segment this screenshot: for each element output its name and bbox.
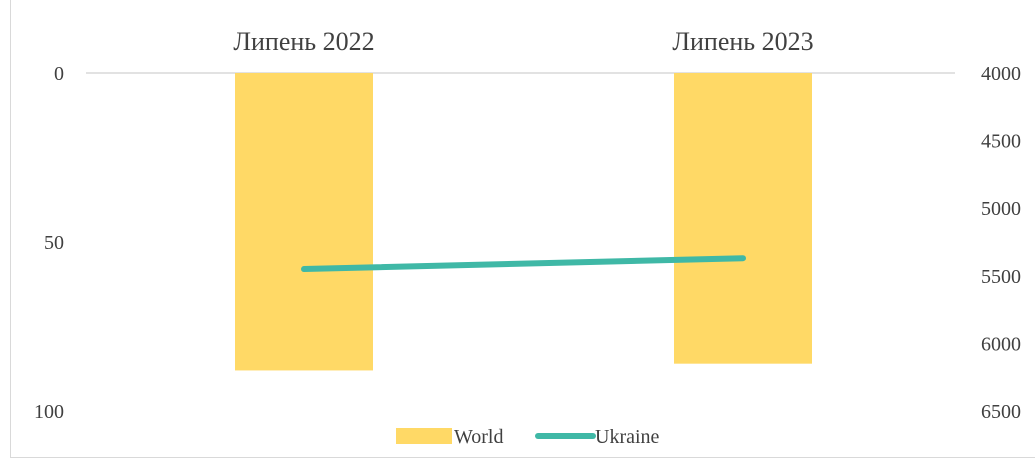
- line-ukraine: [301, 255, 746, 273]
- chart-frame: [10, 0, 1035, 458]
- right-tick-5: 6000: [981, 333, 1021, 355]
- right-tick-2: 4500: [981, 131, 1021, 153]
- left-tick-1: 0: [54, 63, 64, 85]
- left-tick-3: 100: [34, 401, 64, 423]
- left-tick-2: 50: [44, 232, 64, 254]
- category-label-1: Липень 2022: [233, 27, 374, 56]
- category-label-2: Липень 2023: [672, 27, 813, 56]
- legend-label-world: World: [454, 426, 504, 448]
- legend-label-ukraine: Ukraine: [595, 426, 660, 448]
- legend-swatch-world: [396, 428, 452, 444]
- right-tick-4: 5500: [981, 266, 1021, 288]
- bar-world-2: [674, 73, 812, 364]
- right-tick-1: 4000: [981, 63, 1021, 85]
- right-tick-6: 6500: [981, 401, 1021, 423]
- right-tick-3: 5000: [981, 198, 1021, 220]
- bar-world-1: [235, 73, 373, 371]
